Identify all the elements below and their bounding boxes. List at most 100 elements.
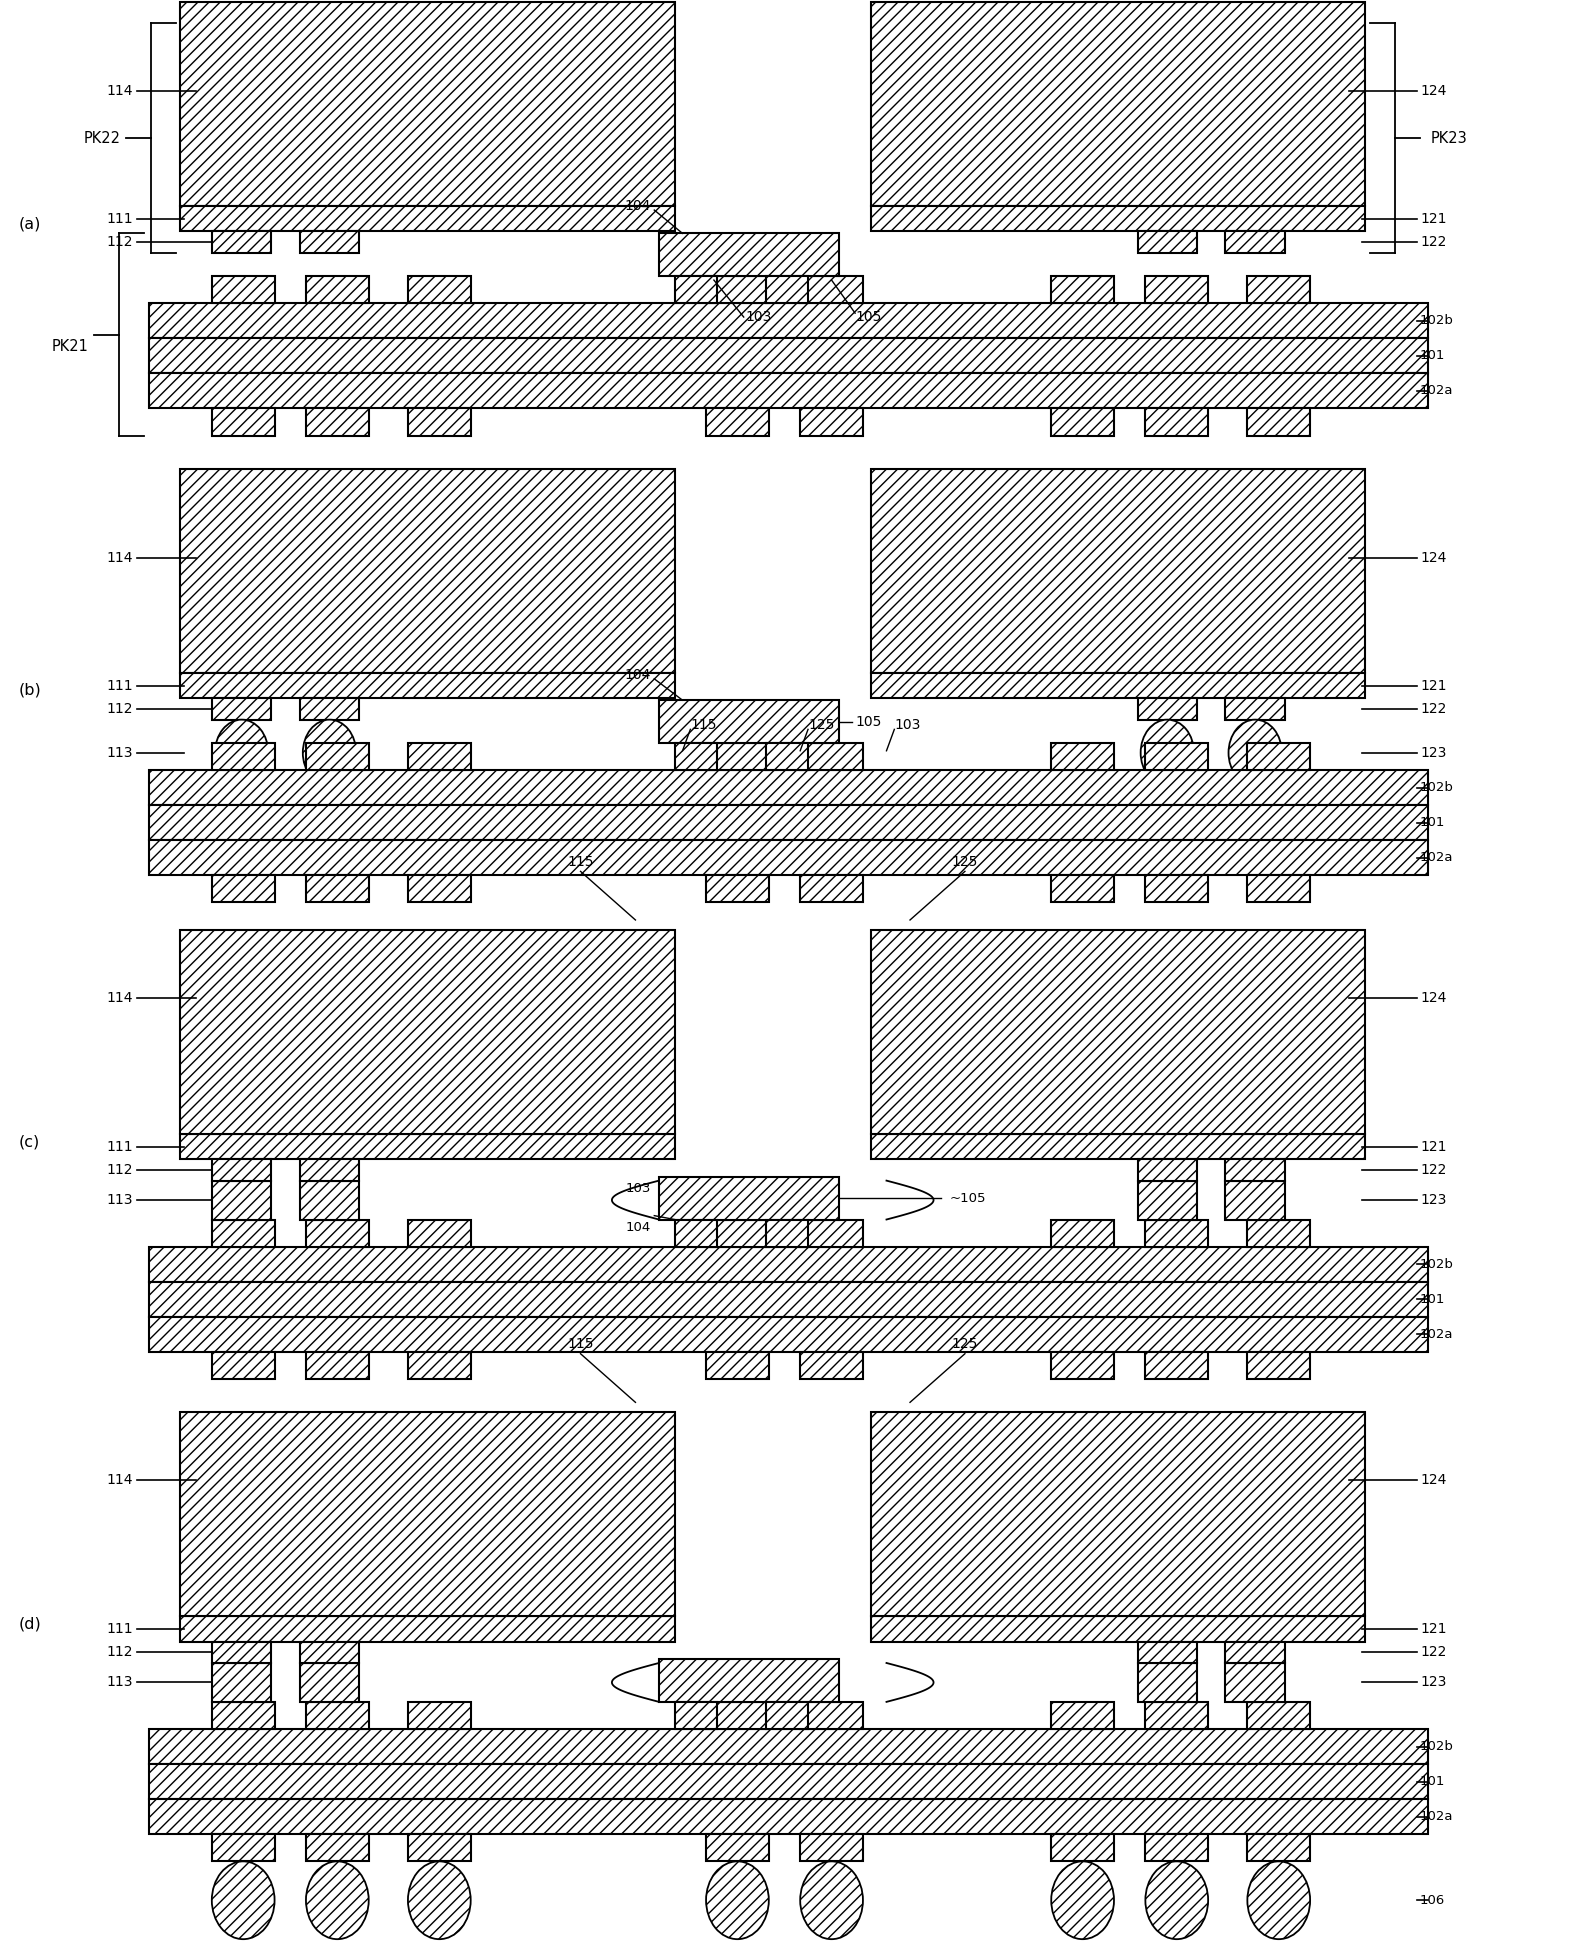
Bar <box>1247 1834 1310 1861</box>
Bar <box>300 1663 359 1702</box>
Bar <box>149 1317 1428 1352</box>
Bar <box>149 805 1428 840</box>
Bar <box>706 1220 769 1247</box>
Text: 121: 121 <box>1420 212 1447 226</box>
Text: 114: 114 <box>107 990 133 1006</box>
Bar <box>1247 1352 1310 1379</box>
Bar <box>1051 1220 1114 1247</box>
Text: 114: 114 <box>107 84 133 99</box>
Bar <box>1145 1352 1208 1379</box>
Bar <box>306 1352 369 1379</box>
Bar <box>871 1134 1365 1159</box>
Text: 112: 112 <box>107 702 133 716</box>
Bar <box>212 875 275 902</box>
Text: PK23: PK23 <box>1431 130 1467 146</box>
Text: 122: 122 <box>1420 235 1447 249</box>
Bar <box>1247 743 1310 770</box>
Circle shape <box>1141 720 1194 786</box>
Bar <box>871 2 1365 206</box>
Bar <box>306 1702 369 1729</box>
Text: (b): (b) <box>19 683 41 698</box>
Bar <box>800 276 863 303</box>
Bar <box>1145 1220 1208 1247</box>
Text: 102a: 102a <box>1420 1811 1453 1822</box>
Bar <box>800 1220 863 1247</box>
Circle shape <box>306 1861 369 1939</box>
Bar <box>212 408 275 436</box>
Text: ~105: ~105 <box>949 1192 985 1204</box>
Bar <box>408 743 471 770</box>
Bar <box>1145 276 1208 303</box>
Bar <box>1051 1702 1114 1729</box>
Text: 102b: 102b <box>1420 782 1454 794</box>
Bar <box>212 276 275 303</box>
Bar <box>1138 1663 1197 1702</box>
Text: 123: 123 <box>1420 745 1447 760</box>
Bar <box>1225 1159 1285 1181</box>
Bar <box>1051 408 1114 436</box>
Text: 121: 121 <box>1420 1140 1447 1153</box>
Bar <box>800 1352 863 1379</box>
Bar <box>408 1352 471 1379</box>
Text: 104: 104 <box>626 1221 651 1233</box>
Bar <box>800 875 863 902</box>
Text: 121: 121 <box>1420 679 1447 692</box>
Text: 102a: 102a <box>1420 852 1453 864</box>
Text: (a): (a) <box>19 216 41 231</box>
Bar <box>1138 231 1197 253</box>
Text: 106: 106 <box>1420 1894 1445 1906</box>
Bar <box>800 743 863 770</box>
Text: 104: 104 <box>624 198 651 214</box>
Circle shape <box>1051 1861 1114 1939</box>
Circle shape <box>1229 720 1282 786</box>
Bar <box>180 469 675 673</box>
Text: 105: 105 <box>855 714 882 729</box>
Bar <box>306 1834 369 1861</box>
Bar <box>1225 231 1285 253</box>
Bar <box>149 1764 1428 1799</box>
Bar <box>408 1220 471 1247</box>
Circle shape <box>215 720 268 786</box>
Bar <box>706 1702 769 1729</box>
Bar <box>1138 1181 1197 1220</box>
Bar <box>1247 276 1310 303</box>
Bar <box>212 1642 271 1663</box>
Text: 102b: 102b <box>1420 315 1454 327</box>
Bar <box>871 1616 1365 1642</box>
Text: 102a: 102a <box>1420 1328 1453 1340</box>
Text: 125: 125 <box>952 1336 977 1352</box>
Text: 111: 111 <box>107 1140 133 1153</box>
Text: 122: 122 <box>1420 702 1447 716</box>
Text: 122: 122 <box>1420 1163 1447 1177</box>
Text: 115: 115 <box>568 1336 593 1352</box>
Bar <box>675 743 717 770</box>
Text: 111: 111 <box>107 679 133 692</box>
Bar <box>659 1177 839 1220</box>
Bar <box>1138 698 1197 720</box>
Bar <box>706 875 769 902</box>
Bar <box>800 1834 863 1861</box>
Bar <box>149 770 1428 805</box>
Text: 121: 121 <box>1420 1622 1447 1636</box>
Text: 102b: 102b <box>1420 1258 1454 1270</box>
Bar <box>1145 1702 1208 1729</box>
Text: 124: 124 <box>1420 550 1447 566</box>
Bar <box>306 276 369 303</box>
Bar <box>1225 1663 1285 1702</box>
Text: 113: 113 <box>107 1192 133 1208</box>
Bar <box>149 1282 1428 1317</box>
Bar <box>180 1412 675 1616</box>
Bar <box>212 1220 275 1247</box>
Text: PK21: PK21 <box>52 338 89 354</box>
Text: 103: 103 <box>626 1183 651 1194</box>
Text: 103: 103 <box>894 718 921 733</box>
Text: 123: 123 <box>1420 1675 1447 1690</box>
Bar <box>180 1134 675 1159</box>
Bar <box>706 408 769 436</box>
Text: 101: 101 <box>1420 350 1445 362</box>
Bar <box>706 1352 769 1379</box>
Bar <box>706 276 769 303</box>
Bar <box>1247 875 1310 902</box>
Bar <box>408 276 471 303</box>
Bar <box>1225 698 1285 720</box>
